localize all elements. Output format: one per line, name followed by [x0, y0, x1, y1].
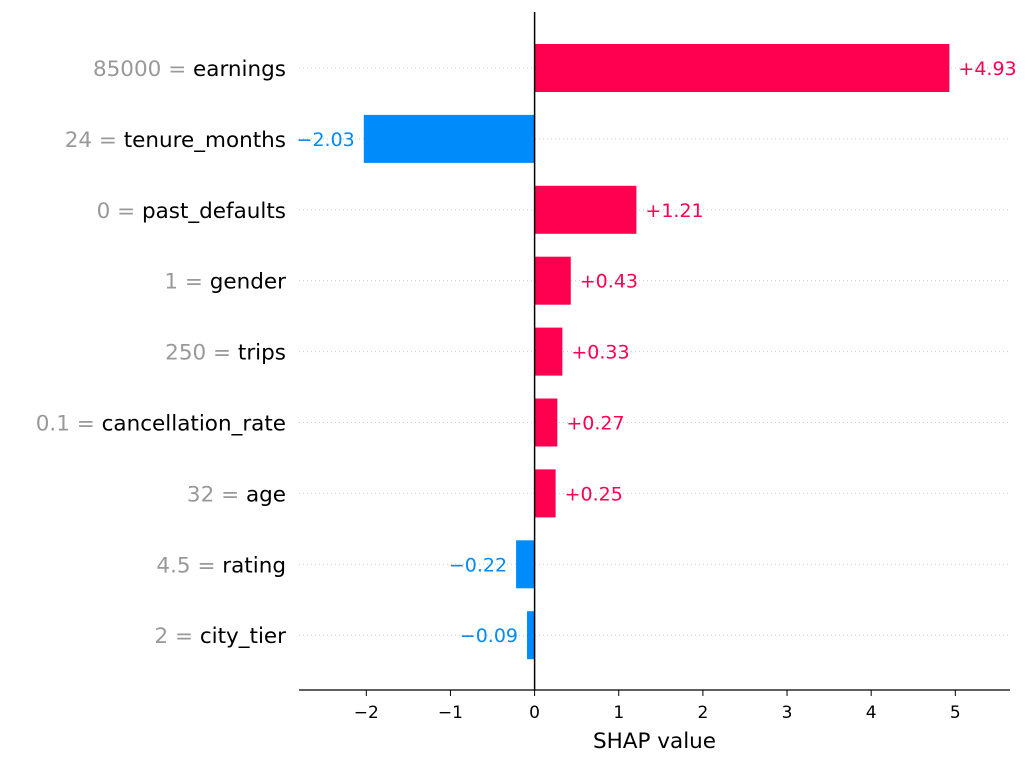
feature-value: 24: [65, 128, 92, 153]
x-tick-label: 4: [866, 703, 877, 723]
equals-sign: =: [168, 624, 200, 649]
feature-label-past_defaults: 0 = past_defaults: [97, 199, 286, 224]
feature-label-trips: 250 = trips: [165, 341, 286, 366]
value-label-rating: −0.22: [449, 554, 507, 576]
data-labels: +4.93 −2.03 +1.21 +0.43 +0.33 +0.27 +0.25 −0.22…: [297, 58, 1017, 647]
x-tick-label: 2: [697, 703, 708, 723]
feature-label-age: 32 = age: [187, 482, 286, 507]
equals-sign: =: [206, 341, 238, 366]
feature-value: 250: [165, 341, 206, 366]
value-label-trips: +0.33: [571, 342, 629, 364]
feature-name: city_tier: [200, 624, 286, 649]
value-label-age: +0.25: [565, 483, 623, 505]
feature-label-earnings: 85000 = earnings: [93, 57, 286, 82]
x-tick-label: −1: [438, 703, 463, 723]
equals-sign: =: [191, 553, 223, 578]
x-tick-label: 1: [613, 703, 624, 723]
bar-age: [534, 469, 556, 518]
feature-value: 32: [187, 482, 214, 507]
x-tick-label: −2: [354, 703, 379, 723]
feature-value: 2: [154, 624, 168, 649]
feature-value: 0: [97, 199, 111, 224]
equals-sign: =: [161, 57, 193, 82]
feature-value: 1: [164, 270, 178, 295]
value-label-past_defaults: +1.21: [645, 200, 703, 222]
x-axis-label: SHAP value: [593, 729, 716, 754]
value-label-earnings: +4.93: [958, 58, 1016, 80]
x-axis: −2 −1 0 1 2 3 4 5: [299, 689, 1010, 723]
bars: [363, 44, 950, 660]
feature-name: age: [246, 482, 286, 507]
bar-gender: [534, 256, 571, 305]
equals-sign: =: [92, 128, 124, 153]
feature-value: 4.5: [156, 553, 190, 578]
x-tick-label: 3: [782, 703, 793, 723]
feature-name: trips: [238, 341, 286, 366]
feature-label-tenure_months: 24 = tenure_months: [65, 128, 286, 153]
feature-name: cancellation_rate: [102, 412, 286, 437]
value-label-tenure_months: −2.03: [297, 129, 355, 151]
bar-cancellation_rate: [534, 398, 558, 447]
feature-labels: 85000 = earnings 24 = tenure_months 0 = pa…: [36, 57, 286, 649]
feature-name: tenure_months: [124, 128, 286, 153]
value-label-city_tier: −0.09: [460, 625, 518, 647]
equals-sign: =: [70, 412, 102, 437]
bar-tenure_months: [363, 114, 535, 163]
equals-sign: =: [214, 482, 246, 507]
bar-trips: [534, 327, 563, 376]
feature-label-city_tier: 2 = city_tier: [154, 624, 286, 649]
value-label-gender: +0.43: [580, 271, 638, 293]
equals-sign: =: [178, 270, 210, 295]
feature-value: 85000: [93, 57, 161, 82]
feature-name: gender: [210, 270, 286, 295]
bar-rating: [516, 540, 535, 589]
bar-earnings: [534, 44, 950, 92]
feature-label-gender: 1 = gender: [164, 270, 286, 295]
x-tick-label: 5: [950, 703, 961, 723]
equals-sign: =: [110, 199, 142, 224]
feature-label-cancellation_rate: 0.1 = cancellation_rate: [36, 412, 286, 437]
feature-name: rating: [222, 553, 286, 578]
feature-value: 0.1: [36, 412, 70, 437]
feature-name: earnings: [193, 57, 286, 82]
value-label-cancellation_rate: +0.27: [566, 413, 624, 435]
bar-past_defaults: [534, 185, 637, 234]
x-tick-label: 0: [529, 703, 540, 723]
feature-label-rating: 4.5 = rating: [156, 553, 286, 578]
feature-name: past_defaults: [142, 199, 286, 224]
bar-city_tier: [527, 611, 535, 660]
